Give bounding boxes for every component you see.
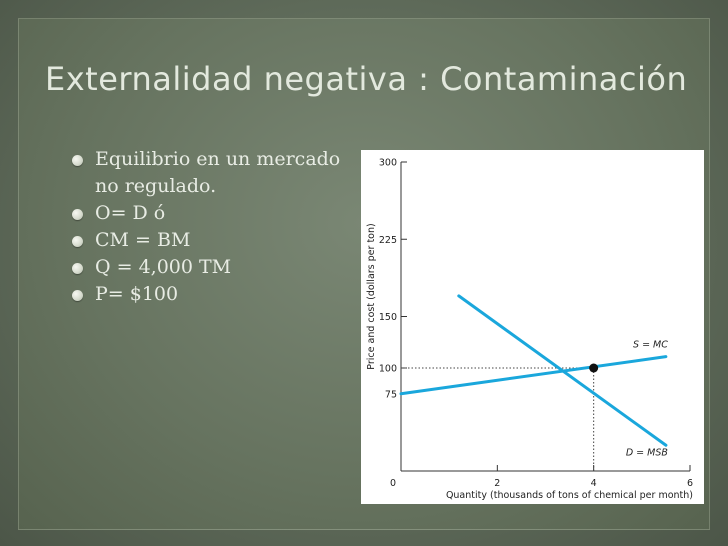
x-tick: 6 (687, 465, 693, 489)
y-tick: 225 (379, 235, 407, 246)
y-tick: 300 (379, 158, 407, 169)
x-axis-label: Quantity (thousands of tons of chemical … (446, 490, 693, 501)
y-tick-label: 100 (379, 364, 397, 375)
origin-label: 0 (390, 478, 396, 489)
bullet-item: P= $100 (70, 281, 360, 308)
bullet-item: CM = BM (70, 227, 360, 254)
x-tick-label: 6 (687, 478, 693, 489)
series-labels: S = MC D = MSB (626, 340, 668, 459)
slide-title: Externalidad negativa : Contaminación (45, 60, 688, 98)
x-tick-label: 4 (591, 478, 597, 489)
y-tick: 150 (379, 312, 407, 323)
y-ticks: 75 100 150 225 300 (379, 158, 407, 400)
bullet-list: Equilibrio en un mercado no regulado. O=… (70, 146, 360, 308)
series-lines (399, 294, 668, 447)
equilibrium-guides (401, 367, 595, 471)
x-tick-label: 2 (494, 478, 500, 489)
equilibrium-point (589, 363, 599, 373)
y-tick-label: 150 (379, 312, 397, 323)
bullet-item: Q = 4,000 TM (70, 254, 360, 281)
x-ticks: 2 4 6 (494, 465, 693, 489)
y-tick-label: 300 (379, 158, 397, 169)
bullet-item: O= D ó (70, 200, 360, 227)
x-tick: 4 (591, 465, 597, 489)
supply-mc-line (399, 355, 668, 396)
demand-msb-line (457, 294, 668, 447)
demand-msb-label: D = MSB (626, 447, 668, 458)
y-tick-label: 225 (379, 235, 397, 246)
chart-svg: Price and cost (dollars per ton) Quantit… (366, 158, 693, 502)
x-tick: 2 (494, 465, 500, 489)
bullet-item: Equilibrio en un mercado no regulado. (70, 146, 360, 200)
supply-mc-label: S = MC (633, 340, 668, 351)
y-axis-label: Price and cost (dollars per ton) (366, 223, 377, 369)
y-tick: 100 (379, 364, 407, 375)
externality-chart: Price and cost (dollars per ton) Quantit… (361, 150, 704, 504)
y-tick-label: 75 (385, 389, 397, 400)
